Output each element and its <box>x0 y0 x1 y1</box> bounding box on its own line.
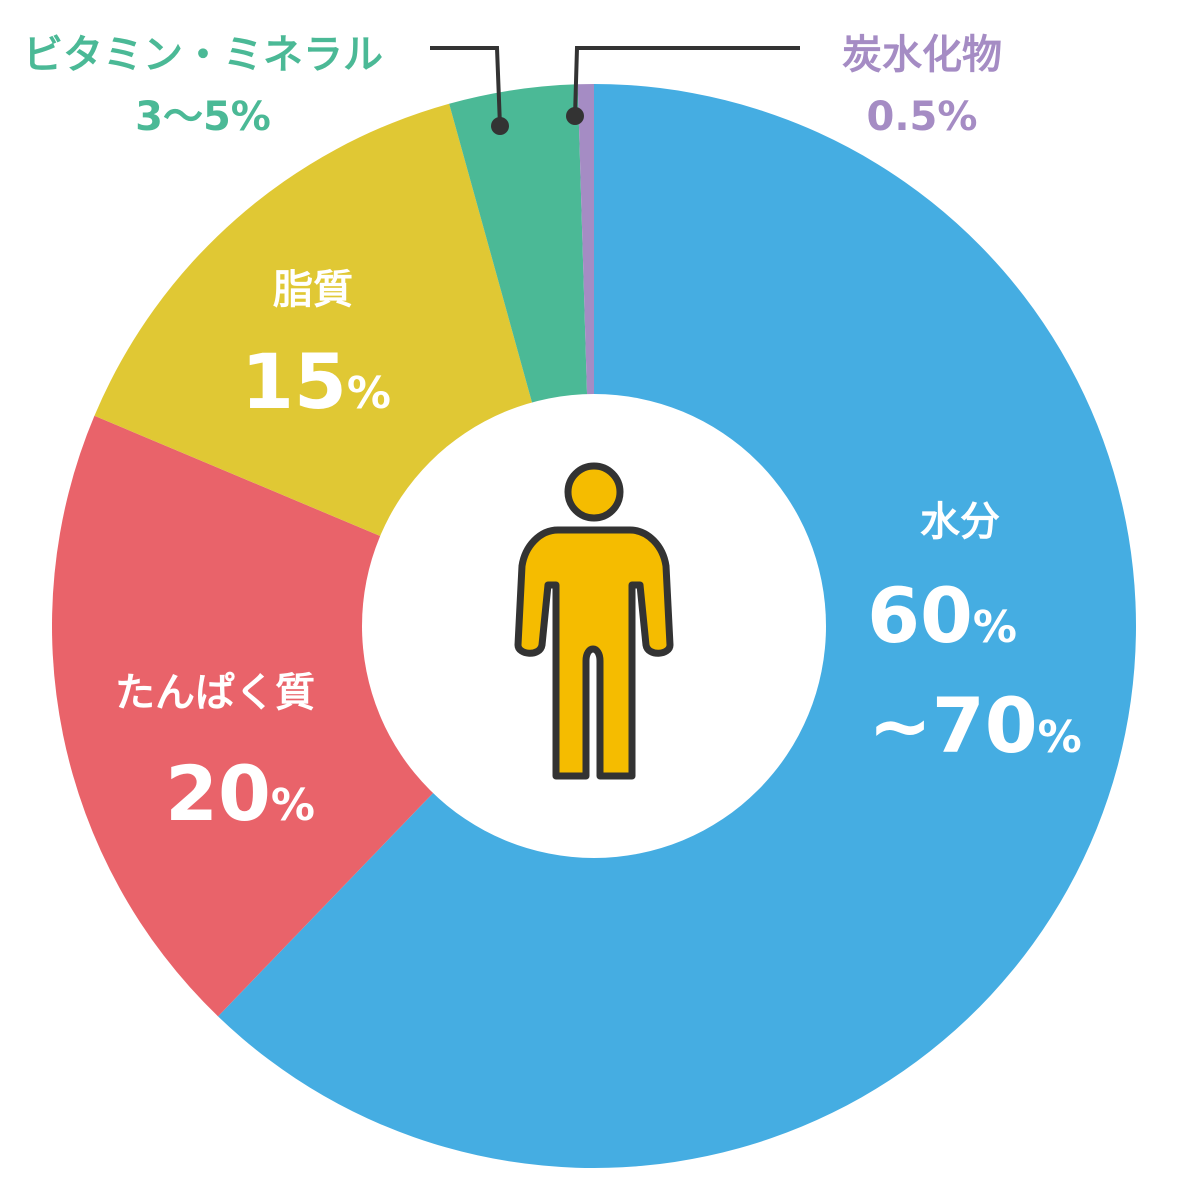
water-name-label: 水分 <box>920 499 1000 545</box>
vitamin-name-label: ビタミン・ミネラル <box>23 32 383 78</box>
vitamin-leader-dot <box>491 117 509 135</box>
vitamin-leader-line <box>430 46 502 127</box>
protein-pct-label: 20% <box>165 749 315 838</box>
water-pct-label-line2: ~70% <box>868 681 1082 770</box>
water-pct-label-line1: 60% <box>867 571 1017 660</box>
vitamin-pct-label: 3〜5% <box>135 94 271 140</box>
carb-leader-line <box>573 46 800 117</box>
fat-name-label: 脂質 <box>273 267 353 313</box>
protein-name-label: たんぱく質 <box>115 670 315 716</box>
fat-pct-label: 15% <box>241 337 391 426</box>
pie-slice-1 <box>51 415 594 1017</box>
carb-name-label: 炭水化物 <box>842 32 1002 78</box>
carb-leader-dot <box>566 107 584 125</box>
carb-pct-label: 0.5% <box>867 94 978 140</box>
person-icon <box>514 462 674 780</box>
